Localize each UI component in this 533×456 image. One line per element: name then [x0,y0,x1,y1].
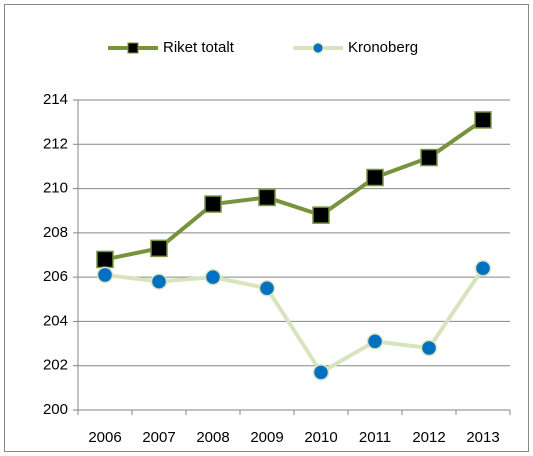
legend-marker [312,42,324,54]
legend-label: Riket totalt [163,39,235,56]
y-tick-label: 214 [43,91,68,108]
legend-label: Kronoberg [348,39,418,56]
x-tick-label: 2008 [196,429,229,446]
x-tick-label: 2011 [359,429,391,446]
data-point [366,333,384,350]
x-tick-label: 2009 [250,429,283,446]
x-tick-label: 2013 [466,429,499,446]
chart-border [4,4,529,452]
y-tick-label: 210 [43,180,68,197]
x-tick-label: 2007 [142,429,175,446]
x-tick-label: 2012 [412,429,445,446]
y-tick-label: 212 [43,135,68,152]
y-tick-label: 200 [43,401,68,418]
y-tick-label: 204 [43,312,68,329]
x-tick-label: 2010 [304,429,337,446]
data-point [96,266,114,284]
data-point [420,339,438,357]
data-point [150,273,168,290]
x-tick-label: 2006 [88,429,121,446]
data-point [258,279,276,297]
series-line [104,118,485,262]
y-tick-label: 208 [43,224,68,241]
y-tick-label: 206 [43,268,68,285]
data-point [258,188,276,207]
data-point [474,111,492,129]
data-point [96,250,114,269]
y-tick-label: 202 [43,357,68,374]
data-point [312,206,330,224]
data-point [204,195,222,213]
data-point [420,148,438,167]
data-point [474,260,492,277]
data-point [204,268,222,286]
data-point [366,168,384,187]
data-point [150,239,168,258]
legend-marker [127,42,139,54]
series-line [104,267,485,375]
data-point [312,364,330,381]
